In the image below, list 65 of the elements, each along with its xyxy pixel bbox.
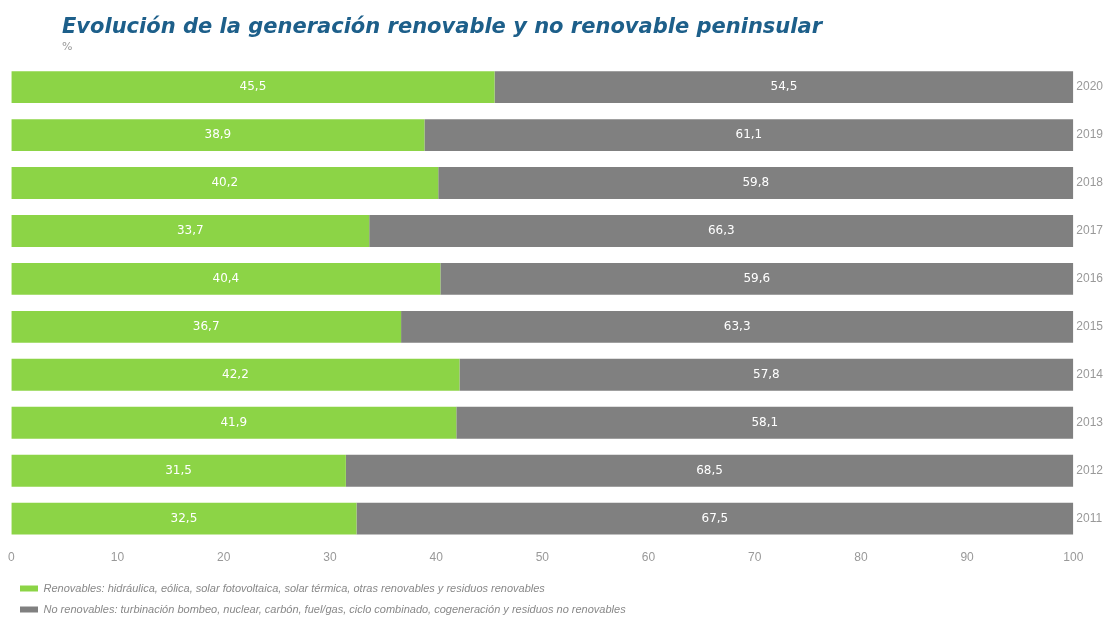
bar [11, 310, 402, 343]
data-label: 54,5 [770, 79, 798, 94]
x-tick-label: 30 [323, 550, 337, 565]
legend-label: No renovables: turbinación bombeo, nuclear, carbón, fuel/gas, ciclo combinado, cogeneración y residuos no renovables [43, 602, 627, 615]
bar [345, 454, 1074, 487]
data-label: 61,1 [735, 127, 763, 142]
y-tick-label: 2018 [1076, 175, 1104, 190]
x-tick-label: 80 [854, 550, 868, 565]
data-label: 38,9 [204, 127, 232, 142]
x-tick-label: 20 [217, 550, 231, 565]
data-label: 63,3 [723, 318, 751, 333]
data-label: 67,5 [701, 510, 729, 525]
x-tick-label: 90 [960, 550, 975, 565]
legend-label: Renovables: hidráulica, eólica, solar fotovoltaica, solar térmica, otras renovables y residuos renovables [43, 581, 546, 594]
y-tick-label: 2020 [1076, 79, 1104, 94]
bar [11, 215, 370, 247]
bar [11, 454, 346, 487]
data-label: 68,5 [696, 462, 723, 477]
bar [11, 406, 457, 439]
y-tick-label: 2016 [1076, 271, 1104, 286]
bar [11, 71, 495, 104]
x-tick-label: 60 [641, 550, 656, 565]
bar [401, 310, 1074, 343]
data-label: 36,7 [192, 318, 220, 333]
data-label: 41,9 [220, 414, 248, 429]
bar [494, 71, 1074, 104]
bar [11, 502, 357, 535]
data-label: 32,5 [170, 510, 198, 525]
chart-title: Evolución de la generación renovable y no renovable peninsular [62, 14, 824, 38]
bar [369, 215, 1074, 247]
x-tick-label: 50 [535, 550, 550, 565]
data-label: 40,2 [211, 175, 239, 190]
y-tick-label: 2013 [1076, 415, 1104, 430]
bar [356, 502, 1074, 535]
y-tick-label: 2015 [1076, 319, 1104, 334]
bar [424, 119, 1074, 152]
bar [438, 167, 1074, 199]
y-tick-label: 2014 [1076, 367, 1104, 382]
data-label: 58,1 [751, 414, 779, 429]
x-tick-label: 10 [110, 550, 125, 565]
data-label: 66,3 [707, 223, 735, 238]
x-tick-label: 100 [1063, 550, 1084, 565]
data-label: 59,8 [742, 175, 770, 190]
data-label: 45,5 [239, 79, 267, 94]
bar [11, 358, 460, 391]
data-label: 59,6 [743, 271, 771, 286]
x-tick-label: 40 [429, 550, 444, 565]
data-label: 42,2 [222, 366, 249, 381]
y-tick-label: 2019 [1076, 127, 1104, 142]
chart-subtitle: % [62, 40, 74, 53]
bar [440, 262, 1074, 295]
x-tick-label: 0 [7, 550, 15, 565]
data-label: 40,4 [212, 271, 240, 286]
data-label: 33,7 [176, 223, 204, 238]
bar [11, 262, 441, 295]
y-tick-label: 2011 [1076, 510, 1103, 525]
y-tick-label: 2012 [1076, 463, 1104, 477]
bar [11, 167, 439, 199]
x-tick-label: 70 [748, 550, 762, 565]
bar [459, 358, 1074, 391]
data-label: 57,8 [753, 366, 780, 381]
data-label: 31,5 [165, 462, 192, 477]
bar [11, 119, 425, 152]
bar [456, 406, 1074, 439]
y-tick-label: 2017 [1076, 223, 1104, 238]
